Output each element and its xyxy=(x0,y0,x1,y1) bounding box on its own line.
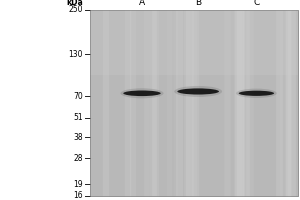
Text: 130: 130 xyxy=(68,50,83,59)
Text: 19: 19 xyxy=(74,180,83,189)
Bar xyxy=(90,10,298,75)
Ellipse shape xyxy=(239,91,274,96)
Bar xyxy=(90,10,298,196)
Text: 38: 38 xyxy=(74,133,83,142)
Text: 51: 51 xyxy=(74,113,83,122)
Text: B: B xyxy=(195,0,201,7)
Text: A: A xyxy=(139,0,145,7)
Ellipse shape xyxy=(236,89,277,98)
Ellipse shape xyxy=(123,91,161,96)
Text: 28: 28 xyxy=(74,154,83,163)
Text: kDa: kDa xyxy=(66,0,83,7)
Text: 70: 70 xyxy=(73,92,83,101)
Text: C: C xyxy=(253,0,260,7)
Bar xyxy=(90,10,298,196)
Ellipse shape xyxy=(177,88,219,95)
Text: 250: 250 xyxy=(68,5,83,15)
Ellipse shape xyxy=(174,86,222,97)
Ellipse shape xyxy=(121,88,164,98)
Text: 16: 16 xyxy=(74,192,83,200)
